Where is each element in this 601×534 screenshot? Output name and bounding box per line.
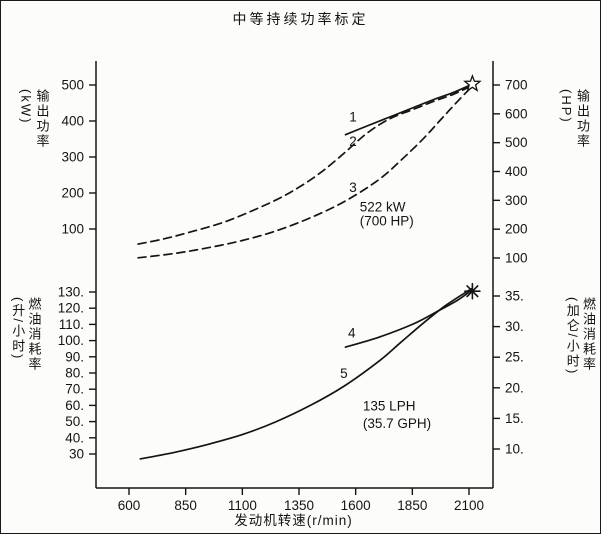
hp-tick-label: 600 <box>505 106 528 121</box>
series-1 <box>344 83 473 136</box>
star-marker <box>463 74 482 92</box>
hp-tick-label: 100 <box>505 251 528 266</box>
hp-tick-label: 400 <box>505 164 528 179</box>
y-axis-label-power-kw: 输出功率 (kW) <box>17 89 50 149</box>
hp-tick-label: 200 <box>505 222 528 237</box>
lph-tick-label: 80. <box>65 366 84 381</box>
chart-title: 中等持续功率标定 <box>232 11 369 27</box>
axis-unit-text: (HP) <box>558 89 574 124</box>
gph-tick-label: 15. <box>505 411 524 426</box>
lph-tick-label: 70. <box>65 382 84 397</box>
series-4 <box>344 289 473 348</box>
gph-tick-label: 35. <box>505 289 524 304</box>
y-axis-label-power-hp: 输出功率 (HP) <box>558 89 590 149</box>
lph-tick-label: 130. <box>58 285 84 300</box>
kw-tick-label: 100 <box>61 222 84 237</box>
y-axis-label-fuel-lph: 燃油消耗率 (升/小时) <box>9 297 42 372</box>
asterisk-marker <box>466 285 479 298</box>
axis-label-text: 输出功率 <box>34 89 50 149</box>
x-tick-label: 1850 <box>397 498 427 513</box>
annotation: (700 HP) <box>360 213 414 228</box>
lph-tick-label: 120. <box>58 301 84 316</box>
kw-tick-label: 400 <box>61 114 84 129</box>
kw-tick-label: 500 <box>61 78 84 93</box>
annotation: 5 <box>340 366 348 381</box>
axis-unit-text: (升/小时) <box>10 297 26 361</box>
hp-tick-label: 700 <box>505 78 528 93</box>
axis-unit-text: (kW) <box>18 89 34 125</box>
series-3 <box>137 86 473 259</box>
annotation: 3 <box>349 180 357 195</box>
axis-label-text: 燃油消耗率 <box>26 297 42 372</box>
axis-unit-text: (加仑/小时) <box>564 297 580 376</box>
gph-tick-label: 20. <box>505 380 524 395</box>
y-axis-label-fuel-gph: 燃油消耗率 (加仑/小时) <box>564 297 596 376</box>
x-tick-label: 2100 <box>454 498 484 513</box>
annotation: 1 <box>349 110 357 125</box>
gph-tick-label: 10. <box>505 442 524 457</box>
kw-tick-label: 200 <box>61 186 84 201</box>
axis-label-text: 燃油消耗率 <box>581 297 596 372</box>
lph-tick-label: 60. <box>65 398 84 413</box>
annotation: 2 <box>349 134 357 149</box>
gph-tick-label: 30. <box>505 319 524 334</box>
x-tick-label: 1600 <box>341 498 371 513</box>
x-tick-label: 850 <box>174 498 197 513</box>
hp-tick-label: 300 <box>505 193 528 208</box>
x-tick-label: 600 <box>118 498 141 513</box>
hp-tick-label: 500 <box>505 135 528 150</box>
gph-tick-label: 25. <box>505 350 524 365</box>
x-tick-label: 1100 <box>228 498 257 513</box>
series-2 <box>137 85 473 245</box>
annotation: (35.7 GPH) <box>363 416 431 431</box>
lph-tick-label: 30 <box>69 447 84 462</box>
series-5 <box>139 287 473 460</box>
x-tick-label: 1350 <box>284 498 314 513</box>
annotation: 522 kW <box>360 200 406 215</box>
annotation: 135 LPH <box>363 398 416 413</box>
lph-tick-label: 110. <box>59 317 84 332</box>
annotation: 4 <box>348 325 356 340</box>
lph-tick-label: 50. <box>65 414 84 429</box>
lph-tick-label: 100. <box>58 333 84 348</box>
axis-label-text: 输出功率 <box>575 89 590 149</box>
lph-tick-label: 40. <box>65 430 84 445</box>
x-axis-label: 发动机转速(r/min) <box>234 513 353 528</box>
kw-tick-label: 300 <box>61 150 84 165</box>
lph-tick-label: 90. <box>65 349 84 364</box>
